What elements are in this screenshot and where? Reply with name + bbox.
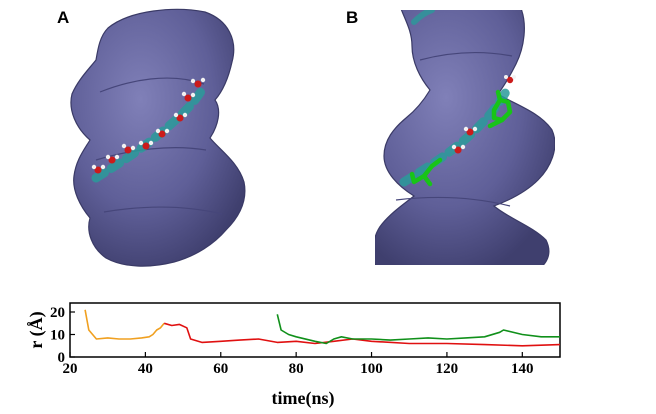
series-line-1 (84, 309, 165, 340)
water-molecule (451, 144, 466, 154)
surface-ridge-b1 (419, 51, 513, 61)
water-molecule (121, 143, 136, 154)
x-tick-label: 120 (436, 361, 459, 377)
water-molecule (173, 112, 188, 122)
x-tick-label: 140 (511, 361, 534, 377)
water-molecule (504, 75, 516, 84)
series-line-2 (163, 322, 561, 347)
water-molecule (463, 126, 478, 136)
y-tick-label: 10 (50, 328, 65, 344)
upper-groove-b (411, 10, 435, 25)
panel-label-b: B (346, 8, 359, 27)
panel-b-molecular-surface (375, 10, 555, 265)
surface-ridge-a3 (103, 206, 223, 215)
x-tick-label: 60 (213, 361, 228, 377)
x-tick-label: 80 (289, 361, 304, 377)
water-molecule (190, 77, 206, 88)
x-tick-label: 100 (360, 361, 383, 377)
tick-layer: 20 40 60 80 100 120 140 0 10 20 (50, 305, 534, 377)
minor-groove-a (91, 81, 209, 183)
water-molecule (91, 164, 106, 174)
water-molecules-a (91, 77, 206, 174)
y-axis-title: r (Å) (26, 311, 47, 348)
series-line-3 (276, 314, 560, 345)
y-tick-label: 20 (50, 305, 65, 321)
x-axis-title: time(ns) (272, 388, 335, 409)
ligand-chain-bottom (409, 157, 443, 187)
water-molecule (105, 154, 120, 164)
plot-frame (69, 302, 561, 358)
panel-label-a: A (57, 8, 70, 27)
x-tick-label: 40 (138, 361, 153, 377)
ligand-chain-top (487, 89, 505, 129)
water-molecules-b (451, 75, 516, 154)
panel-a-molecular-surface (70, 8, 246, 267)
ligand-molecule (409, 89, 513, 187)
distance-chart: 20 40 60 80 100 120 140 0 10 20 time(ns) r (Å) (26, 302, 561, 409)
water-molecule (181, 91, 196, 102)
water-molecule (155, 128, 170, 138)
water-molecule (138, 140, 154, 150)
x-tick-label: 20 (63, 361, 78, 377)
y-tick-label: 0 (58, 350, 66, 366)
series-layer (84, 309, 561, 347)
surface-ridge-b2 (395, 196, 511, 207)
